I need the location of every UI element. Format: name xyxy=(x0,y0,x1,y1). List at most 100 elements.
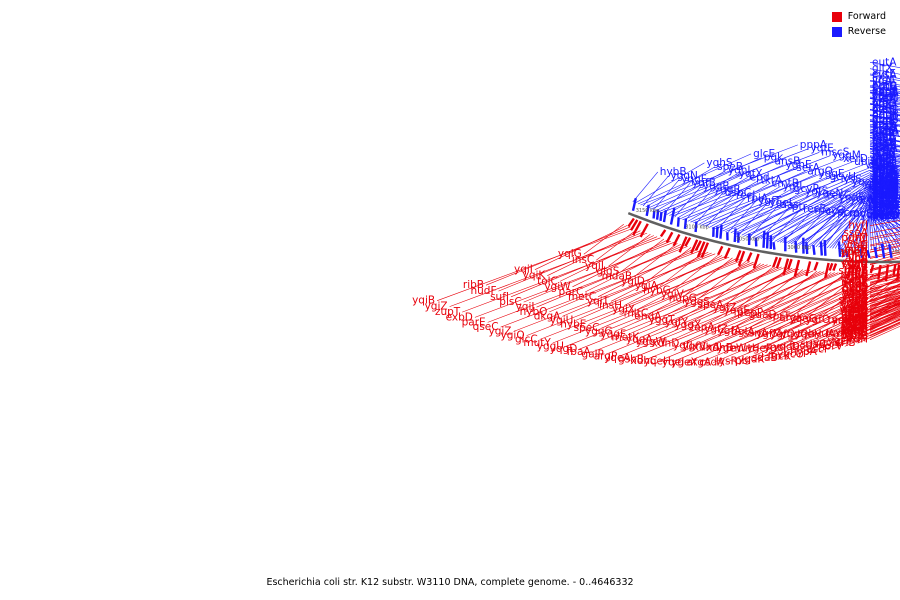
gene-label-hycf[interactable]: hycF xyxy=(872,169,897,181)
gene-label-epd[interactable]: epd xyxy=(750,171,770,183)
gene-label-csra[interactable]: csrA xyxy=(872,179,896,191)
gene-label-argp[interactable]: argP xyxy=(594,350,618,362)
gene-label-rsea[interactable]: rseA xyxy=(872,132,896,144)
gene-label-nudh[interactable]: nudH xyxy=(872,200,900,212)
gene-label-srle[interactable]: srlE xyxy=(849,327,868,339)
gene-label-enda[interactable]: endA xyxy=(634,311,662,323)
gene-label-arae[interactable]: araE xyxy=(872,200,896,212)
gene-label-speb[interactable]: speB xyxy=(717,161,743,173)
gene-label-yqaa[interactable]: yqaA xyxy=(860,209,887,221)
gene-label-yqcd[interactable]: yqcD xyxy=(773,341,800,353)
gene-label-eutg[interactable]: eutG xyxy=(872,81,897,93)
gene-label-cysm[interactable]: cysM xyxy=(872,93,899,105)
gene-label-muth[interactable]: mutH xyxy=(731,343,760,355)
gene-label-yfeh[interactable]: yfeH xyxy=(872,91,896,103)
gene-label-ygbl[interactable]: ygbL xyxy=(843,300,869,312)
gene-label-ygek[interactable]: ygeK xyxy=(863,178,890,190)
gene-label-hyua[interactable]: hyuA xyxy=(808,328,836,340)
gene-label-ypfj[interactable]: ypfJ xyxy=(872,98,892,110)
gene-label-ygde[interactable]: ygdE xyxy=(850,193,876,205)
gene-label-eutp[interactable]: eutP xyxy=(872,110,896,122)
gene-label-yfhh[interactable]: yfhH xyxy=(872,176,896,188)
gene-label-yqek[interactable]: yqeK xyxy=(872,190,899,202)
gene-label-yqij[interactable]: yqiJ xyxy=(516,301,535,313)
gene-label-metk[interactable]: metK xyxy=(611,331,640,343)
gene-label-pare[interactable]: parE xyxy=(462,316,486,328)
gene-label-sseb[interactable]: sseB xyxy=(872,137,897,149)
gene-label-yfjc[interactable]: yfjC xyxy=(872,196,892,208)
gene-label-tolc[interactable]: tolC xyxy=(537,275,558,287)
gene-label-ygcg[interactable]: ygcG xyxy=(872,176,899,188)
gene-label-kdui[interactable]: kduI xyxy=(872,190,895,202)
gene-label-yggx[interactable]: yggX xyxy=(674,319,701,331)
gene-label-yqii[interactable]: yqiI xyxy=(514,264,533,276)
gene-label-ftsb[interactable]: ftsB xyxy=(872,179,892,191)
gene-label-yqeb[interactable]: yqeB xyxy=(872,167,899,179)
gene-label-ygiq[interactable]: ygiQ xyxy=(501,330,525,342)
gene-label-clpb[interactable]: clpB xyxy=(872,178,895,190)
gene-label-yfjf[interactable]: yfjF xyxy=(872,162,891,174)
gene-label-lgt[interactable]: lgt xyxy=(872,172,886,184)
gene-label-mlta[interactable]: mltA xyxy=(872,180,897,192)
gene-label-cchb[interactable]: cchB xyxy=(872,81,897,93)
gene-label-pyrg[interactable]: pyrG xyxy=(872,176,897,188)
gene-label-alpa[interactable]: alpA xyxy=(845,252,869,264)
gene-label-amic[interactable]: amiC xyxy=(872,200,899,212)
gene-label-ygia[interactable]: ygiA xyxy=(635,280,659,292)
gene-label-xerd[interactable]: xerD xyxy=(843,153,868,165)
gene-label-ygcm[interactable]: ygcM xyxy=(840,323,868,335)
gene-label-ygaz[interactable]: ygaZ xyxy=(841,302,868,314)
gene-label-rimm[interactable]: rimM xyxy=(872,165,899,177)
gene-label-gutq[interactable]: gutQ xyxy=(842,283,868,295)
gene-label-spec[interactable]: speC xyxy=(574,322,600,334)
gene-label-hcar[interactable]: hcaR xyxy=(872,169,898,181)
gene-label-aega[interactable]: aegA xyxy=(872,87,900,99)
gene-label-iscu[interactable]: iscU xyxy=(872,162,894,174)
gene-label-ygfm[interactable]: ygfM xyxy=(756,328,782,340)
gene-label-ansb[interactable]: ansB xyxy=(775,155,801,167)
gene-label-yfex[interactable]: yfeX xyxy=(872,92,896,104)
gene-label-zapa[interactable]: zapA xyxy=(689,321,716,333)
gene-label-yfia[interactable]: yfiA xyxy=(848,307,869,319)
gene-label-ygiu[interactable]: ygiU xyxy=(550,315,573,327)
gene-label-rlud[interactable]: rluD xyxy=(872,189,894,201)
gene-label-ypjf[interactable]: ypjF xyxy=(846,317,868,329)
gene-label-ansd[interactable]: ansD xyxy=(872,210,899,222)
gene-label-eutb[interactable]: eutB xyxy=(872,85,896,97)
gene-label-ribb[interactable]: ribB xyxy=(463,279,484,291)
gene-label-exo[interactable]: exo xyxy=(849,314,868,326)
gene-label-lepb[interactable]: lepB xyxy=(872,127,895,139)
gene-label-csie[interactable]: csiE xyxy=(847,239,868,251)
gene-label-ygfy[interactable]: ygfY xyxy=(665,317,689,329)
gene-label-hybe[interactable]: hybE xyxy=(560,319,586,331)
gene-label-hycg[interactable]: hycG xyxy=(872,199,899,211)
gene-label-yqeg[interactable]: yqeG xyxy=(789,313,816,325)
gene-label-ssrs[interactable]: ssrS xyxy=(872,180,894,192)
gene-label-yfjt[interactable]: yfjT xyxy=(849,296,869,308)
gene-label-yqgf[interactable]: yqgF xyxy=(600,329,626,341)
gene-label-yfha[interactable]: yfhA xyxy=(872,169,897,181)
gene-label-ygbm[interactable]: ygbM xyxy=(839,303,868,315)
gene-label-yqef[interactable]: yqeF xyxy=(872,180,897,192)
gene-label-recx[interactable]: recX xyxy=(872,198,896,210)
gene-label-yqge[interactable]: yqgE xyxy=(724,305,750,317)
gene-label-norr[interactable]: norR xyxy=(872,178,897,190)
gene-label-gltx[interactable]: gltX xyxy=(872,63,893,75)
gene-label-yfgi[interactable]: yfgI xyxy=(848,251,868,263)
gene-label-yfhl[interactable]: yfhL xyxy=(846,234,869,246)
gene-label-argo[interactable]: argO xyxy=(807,165,833,177)
gene-label-ygco[interactable]: ygcO xyxy=(777,348,804,360)
gene-label-euth[interactable]: eutH xyxy=(872,110,897,122)
gene-label-ndk[interactable]: ndk xyxy=(872,154,892,166)
gene-label-pdxj[interactable]: pdxJ xyxy=(872,152,895,164)
gene-label-hycb[interactable]: hycB xyxy=(872,201,898,213)
gene-label-glce[interactable]: glcE xyxy=(753,148,775,160)
gene-label-sdab[interactable]: sdaB xyxy=(752,352,778,364)
gene-label-xdhb[interactable]: xdhB xyxy=(706,342,733,354)
gene-label-yfez[interactable]: yfeZ xyxy=(872,121,896,133)
gene-label-yfhf[interactable]: yfhF xyxy=(872,129,895,141)
gene-label-srlb[interactable]: srlB xyxy=(836,337,856,349)
gene-label-yqib[interactable]: yqiB xyxy=(412,295,435,307)
gene-label-ygde[interactable]: ygdE xyxy=(839,192,865,204)
gene-label-rpoe[interactable]: rpoE xyxy=(872,143,896,155)
